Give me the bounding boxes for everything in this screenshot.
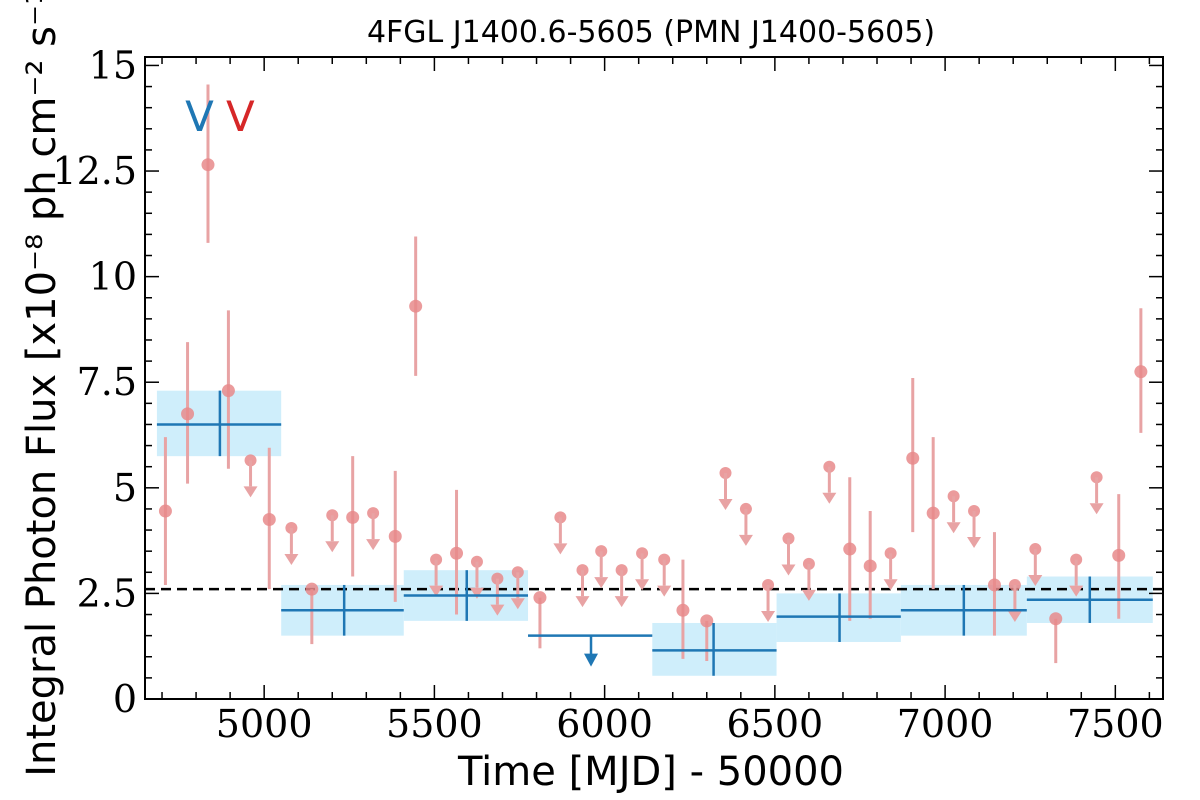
x-axis-label: Time [MJD] - 50000 — [457, 749, 844, 795]
fine-point — [346, 510, 360, 524]
fine-upper-limit-arrow-head — [822, 492, 837, 504]
y-tick-label: 0 — [113, 677, 137, 721]
x-tick-label: 6500 — [727, 702, 824, 746]
fine-point — [262, 512, 276, 526]
x-tick-label: 6000 — [556, 702, 653, 746]
fine-point — [450, 546, 464, 560]
fine-upper-limit-arrow-head — [366, 539, 381, 551]
fine-upper-limit-arrow-head — [1007, 610, 1022, 622]
fine-upper-limit-arrow-head — [510, 598, 525, 610]
fine-upper-limit-arrow-head — [325, 541, 340, 553]
fine-upper-limit-arrow-head — [553, 543, 568, 555]
fine-upper-limit-arrow-head — [657, 585, 672, 597]
fine-upper-limit-arrow-head — [614, 596, 629, 608]
fine-point — [1112, 548, 1126, 562]
chart-title: 4FGL J1400.6-5605 (PMN J1400-5605) — [367, 15, 935, 50]
fine-upper-limit-arrow-head — [594, 577, 609, 589]
fine-upper-limit-arrow-head — [1028, 575, 1043, 587]
x-tick-label: 7500 — [1067, 702, 1164, 746]
fine-point — [409, 299, 423, 313]
fine-point — [533, 591, 547, 605]
x-tick-label: 7000 — [897, 702, 994, 746]
fine-upper-limit-arrow-head — [635, 579, 650, 591]
fine-point — [158, 504, 172, 518]
plot-frame — [144, 56, 1164, 700]
fine-upper-limit-point — [968, 505, 981, 518]
y-tick-label: 15 — [89, 43, 137, 87]
fine-upper-limit-arrow-head — [429, 585, 444, 597]
fine-upper-limit-arrow-head — [1089, 503, 1104, 515]
fine-point — [305, 582, 319, 596]
fine-point — [987, 578, 1001, 592]
fine-upper-limit-arrow-head — [801, 589, 816, 601]
y-tick-label: 7.5 — [77, 360, 137, 404]
fine-point — [1134, 365, 1148, 379]
y-tick-label: 12.5 — [52, 149, 137, 193]
event-marker-1: V — [226, 92, 255, 141]
fine-upper-limit-arrow-head — [1069, 585, 1084, 597]
y-tick-label: 5 — [113, 466, 137, 510]
event-marker-0: V — [185, 92, 214, 141]
fine-upper-limit-arrow-head — [738, 534, 753, 546]
fine-upper-limit-arrow-head — [469, 587, 484, 599]
fine-point — [1049, 612, 1063, 626]
fine-upper-limit-arrow-head — [243, 486, 258, 498]
axis-ticks: 5000 5500 6000 6500 7000 7500 0 2.5 5 7.5 10 12.5 15 — [52, 43, 1163, 746]
fine-point — [388, 529, 402, 543]
fine-upper-limit-arrow-head — [883, 579, 898, 591]
fine-upper-limit-arrow-head — [575, 596, 590, 608]
fine-point — [221, 384, 235, 398]
x-tick-label: 5500 — [386, 702, 483, 746]
y-tick-label: 10 — [89, 255, 137, 299]
fine-point — [201, 158, 215, 172]
fine-point — [843, 542, 857, 556]
fine-upper-limit-arrow-head — [967, 537, 982, 549]
fine-point — [676, 603, 690, 617]
fine-upper-limit-arrow-head — [284, 553, 299, 565]
y-axis-label: Integral Photon Flux [x10⁻⁸ ph cm⁻² s⁻¹] — [19, 0, 65, 777]
fine-upper-limit-arrow-head — [490, 604, 505, 616]
fine-upper-limit-arrow-head — [761, 610, 776, 622]
fine-point — [181, 407, 195, 421]
fine-point — [926, 506, 940, 520]
fine-point — [906, 451, 920, 465]
fine-upper-limit-arrow-head — [781, 564, 796, 576]
x-tick-label: 5000 — [216, 702, 313, 746]
fine-upper-limit-arrow-head — [946, 522, 961, 534]
fine-point — [700, 614, 714, 628]
coarse-upper-limit-arrow-head — [584, 653, 599, 667]
fine-point — [863, 559, 877, 573]
fine-upper-limit-arrow-head — [718, 499, 733, 511]
y-tick-label: 2.5 — [77, 571, 137, 615]
